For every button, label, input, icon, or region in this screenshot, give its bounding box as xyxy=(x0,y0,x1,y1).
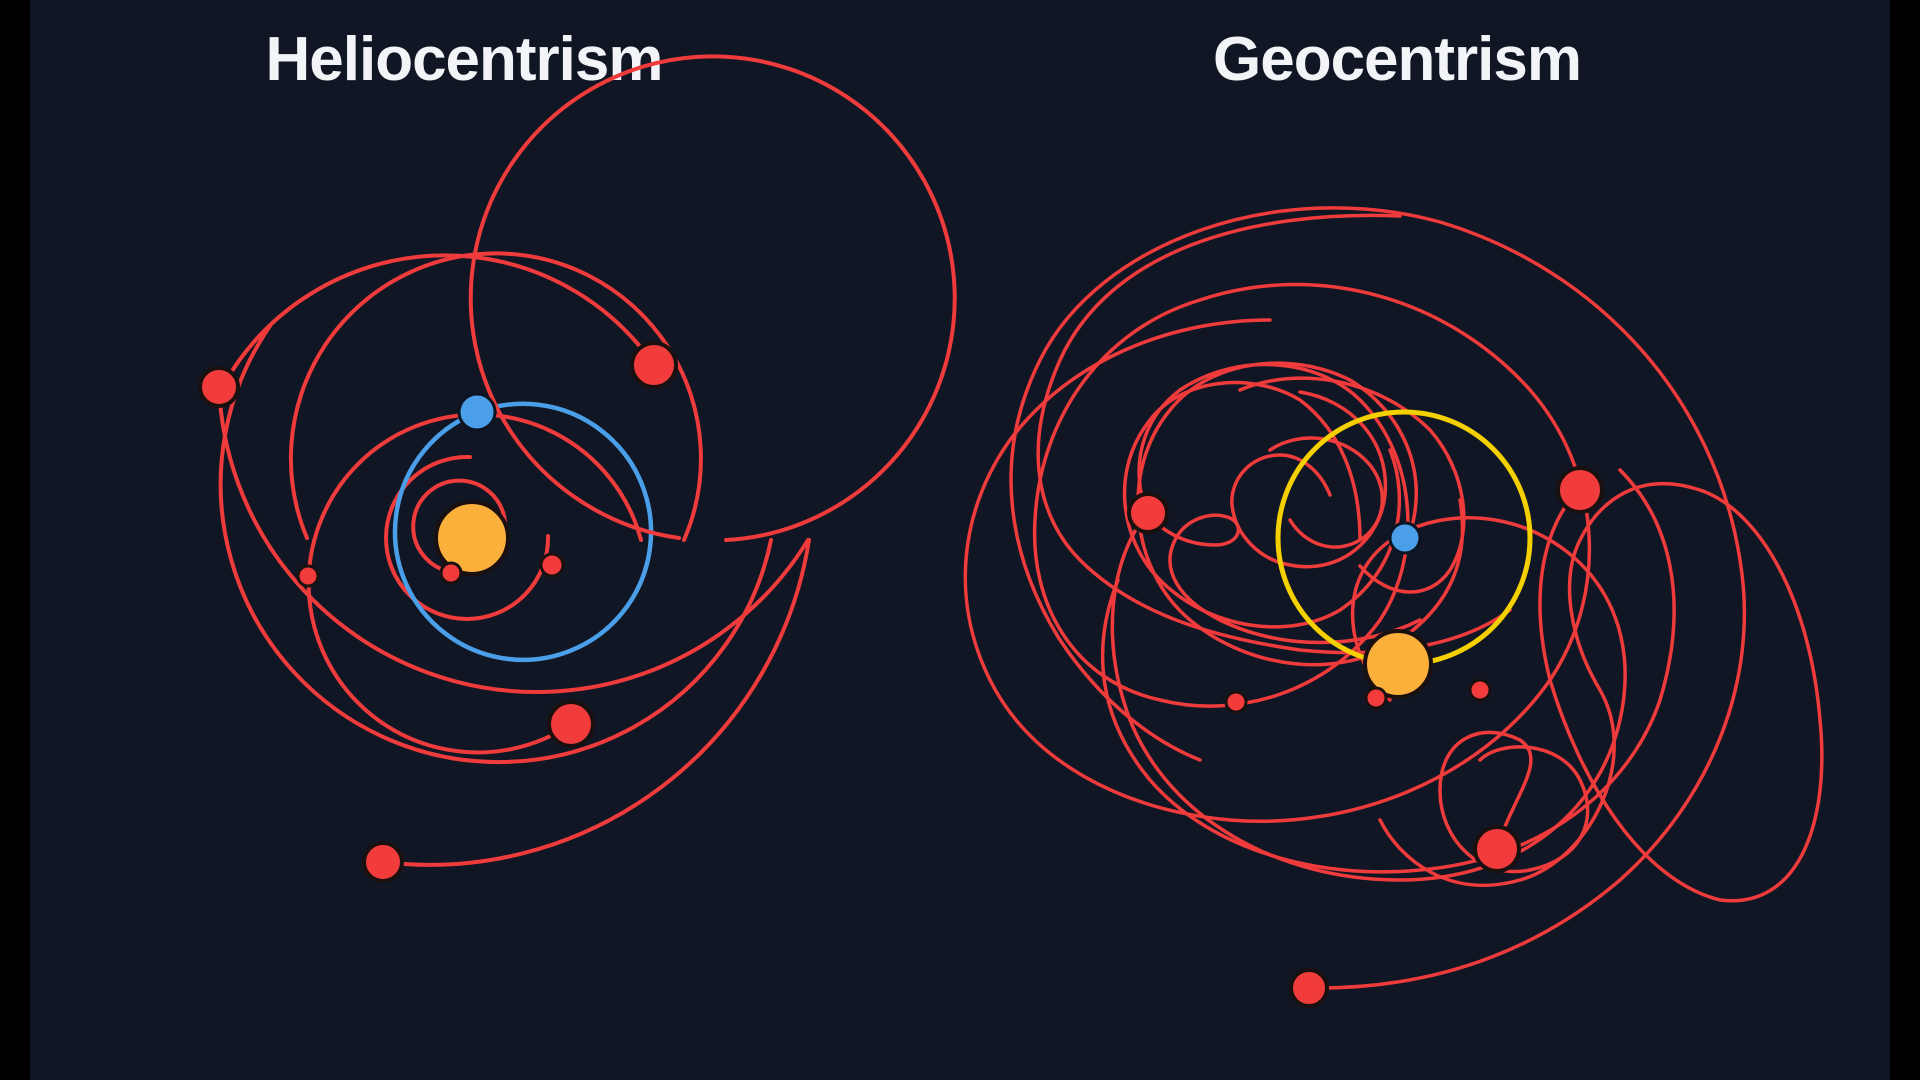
planet-icon xyxy=(1364,686,1388,710)
planet-icon xyxy=(1224,690,1248,714)
planet-path-outer-2 xyxy=(1036,213,1512,655)
earth-icon xyxy=(1388,521,1422,555)
heliocentric-panel xyxy=(198,54,957,883)
planet-path-inner-1 xyxy=(1122,380,1402,629)
geocentric-panel xyxy=(963,206,1824,1008)
planet-path-inner-5 xyxy=(1268,436,1385,549)
planet-icon xyxy=(198,366,240,408)
orbit-path-1 xyxy=(411,478,507,574)
geocentrism-title: Geocentrism xyxy=(1212,25,1582,94)
orbit-path-3 xyxy=(306,412,643,755)
planet-path-inner-2 xyxy=(1136,361,1465,667)
planet-path-lower-left xyxy=(1110,511,1627,882)
planet-icon xyxy=(547,700,595,748)
planet-path-inner-3 xyxy=(1230,390,1388,569)
planet-icon xyxy=(362,841,404,883)
orbit-path-6 xyxy=(218,324,773,765)
planet-icon xyxy=(539,552,565,578)
planet-path-inner-4 xyxy=(1238,376,1466,594)
planet-icon xyxy=(1556,466,1604,514)
orbit-path-7 xyxy=(221,253,656,388)
orbit-path-9 xyxy=(381,538,811,867)
orbit-path-5 xyxy=(468,54,957,542)
planet-path-left-loop xyxy=(1145,511,1422,645)
planet-icon xyxy=(1289,968,1329,1008)
planet-path-outer xyxy=(1009,206,1747,990)
heliocentrism-title: Heliocentrism xyxy=(265,25,663,94)
planet-icon xyxy=(1468,678,1492,702)
planet-icon xyxy=(630,341,678,389)
planet-path-loop-right xyxy=(1378,481,1824,903)
planet-icon xyxy=(1127,492,1169,534)
orbit-path-4 xyxy=(288,251,703,542)
orbit-path-8 xyxy=(217,384,810,694)
earth-orbit xyxy=(392,401,654,663)
earth-icon xyxy=(457,392,497,432)
planet-path-loop-bottom xyxy=(1438,730,1590,874)
planet-icon xyxy=(439,561,463,585)
planet-icon xyxy=(296,564,320,588)
planet-path-big-loop xyxy=(963,282,1592,823)
planet-path-left-arc xyxy=(1100,468,1676,874)
planet-icon xyxy=(1473,825,1521,873)
sun-icon xyxy=(434,500,510,576)
sun-icon xyxy=(1363,629,1433,699)
